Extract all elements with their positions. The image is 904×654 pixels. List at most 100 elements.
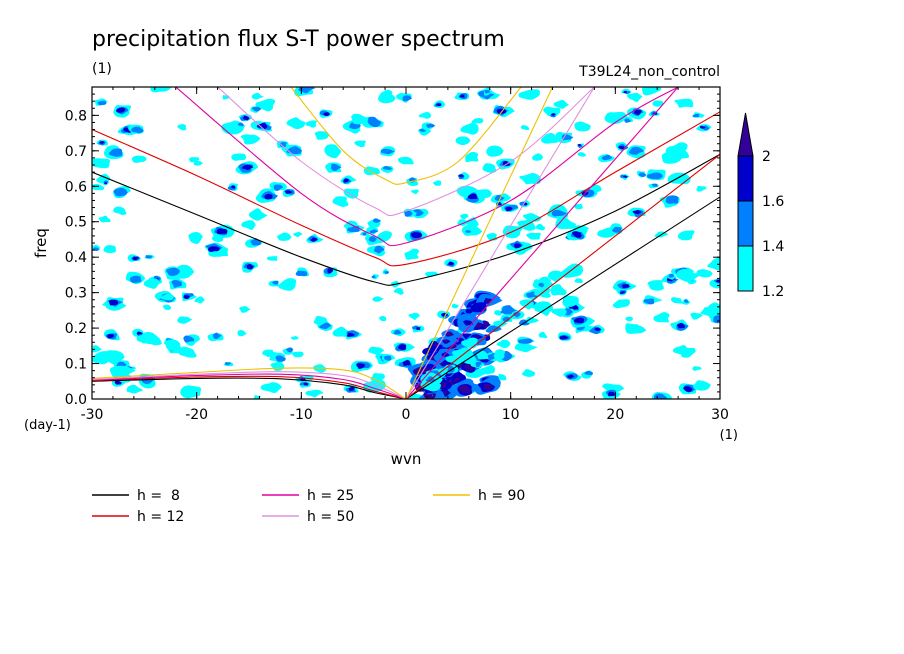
- contour-blob: [643, 298, 655, 305]
- contour-blob: [467, 193, 478, 200]
- contour-blob: [684, 299, 689, 303]
- contour-blob: [594, 327, 602, 332]
- contour-blob: [188, 231, 203, 244]
- contour-blob: [621, 284, 630, 289]
- contour-blob: [371, 275, 376, 279]
- contour-blob: [410, 232, 423, 239]
- y-tick-label: 0.0: [65, 392, 87, 408]
- y-tick-label: 0.1: [65, 357, 87, 373]
- x-tick-label: -30: [81, 407, 104, 423]
- contour-blob: [397, 156, 414, 165]
- contour-blob: [628, 146, 645, 155]
- contour-blob: [362, 232, 367, 236]
- contour-blob: [97, 100, 107, 106]
- contour-blob: [535, 223, 545, 231]
- contour-blob: [92, 351, 113, 365]
- contour-blob: [239, 306, 251, 313]
- dispersion-curve: [175, 87, 679, 247]
- contour-blob: [103, 182, 108, 185]
- contour-blob: [257, 122, 268, 129]
- contour-blob: [166, 267, 180, 276]
- contour-blob: [114, 380, 122, 385]
- colorbar-swatch: [737, 155, 754, 202]
- contour-blob: [291, 351, 304, 358]
- contour-blob: [670, 297, 683, 304]
- contour-blob: [177, 124, 187, 131]
- contour-blob: [501, 305, 515, 315]
- dispersion-curve: [92, 371, 407, 399]
- contour-blob: [231, 185, 236, 189]
- contour-blob: [425, 123, 436, 128]
- contour-blob: [241, 220, 256, 231]
- contour-blob: [416, 327, 421, 330]
- legend-label: h = 90: [478, 488, 525, 504]
- contour-blob: [475, 361, 482, 368]
- y-tick-label: 0.3: [65, 286, 87, 302]
- contour-blob: [496, 339, 511, 349]
- contour-blob: [278, 278, 297, 291]
- contour-blob: [665, 142, 688, 157]
- legend-label: h = 8: [137, 488, 180, 504]
- contour-blob: [343, 188, 359, 199]
- contour-blob: [618, 145, 625, 150]
- contour-blob: [612, 226, 622, 233]
- dispersion-curve: [92, 111, 720, 267]
- contour-blob: [177, 316, 193, 324]
- contour-blob: [577, 152, 587, 157]
- contour-blob: [551, 113, 556, 116]
- contour-blob: [332, 196, 349, 207]
- contour-blob: [677, 230, 695, 241]
- contour-blob: [372, 296, 384, 302]
- contour-blob: [624, 118, 632, 123]
- contour-blob: [384, 271, 390, 274]
- contour-blob: [319, 322, 331, 330]
- contour-blob: [310, 237, 319, 242]
- contour-blob: [216, 228, 228, 235]
- contour-blob: [284, 190, 293, 194]
- x-tick-label: 10: [502, 407, 520, 423]
- dispersion-curve: [405, 196, 720, 399]
- contour-blob: [716, 279, 720, 283]
- contour-blob: [470, 302, 487, 313]
- contour-blob: [538, 282, 545, 288]
- contour-blob: [647, 172, 663, 180]
- contour-blob: [608, 391, 615, 397]
- contour-blob: [625, 316, 634, 322]
- contour-blob: [402, 359, 411, 366]
- contour-blob: [108, 148, 123, 157]
- contour-blob: [651, 183, 658, 187]
- chart-header: precipitation flux S-T power spectrum (1…: [92, 27, 720, 80]
- x-tick-label: 20: [606, 407, 624, 423]
- contour-blob: [653, 312, 670, 323]
- y-axis: 0.0 0.1 0.2 0.3 0.4 0.5 0.6 0.7 0.8: [65, 86, 720, 408]
- contour-blob: [402, 95, 412, 102]
- contour-blob: [676, 268, 701, 283]
- contour-blob: [368, 346, 385, 355]
- contour-blob: [132, 256, 139, 261]
- contour-blob: [237, 330, 247, 337]
- contour-blob: [404, 210, 413, 217]
- contour-blob: [638, 172, 647, 177]
- contour-blob: [418, 111, 431, 119]
- y-tick-label: 0.5: [65, 215, 87, 231]
- contour-blob: [520, 125, 530, 130]
- contour-blob: [246, 263, 254, 270]
- contour-blob: [150, 87, 172, 93]
- contour-blob: [314, 131, 329, 140]
- contour-blob: [584, 371, 594, 376]
- contour-blob: [224, 362, 231, 366]
- contour-blob: [433, 180, 442, 186]
- contour-blob: [240, 134, 261, 145]
- contour-blob: [103, 245, 116, 254]
- contour-blob: [435, 103, 442, 107]
- contour-blob: [382, 166, 392, 170]
- contour-blob: [514, 342, 538, 353]
- contour-blob: [534, 301, 554, 316]
- contour-blob: [455, 347, 477, 365]
- contour-blob: [471, 117, 484, 124]
- contour-blob: [363, 166, 380, 176]
- contour-blob: [574, 121, 591, 132]
- contour-blob: [445, 365, 455, 373]
- colorbar-swatch: [737, 245, 754, 292]
- contour-blob: [327, 268, 334, 274]
